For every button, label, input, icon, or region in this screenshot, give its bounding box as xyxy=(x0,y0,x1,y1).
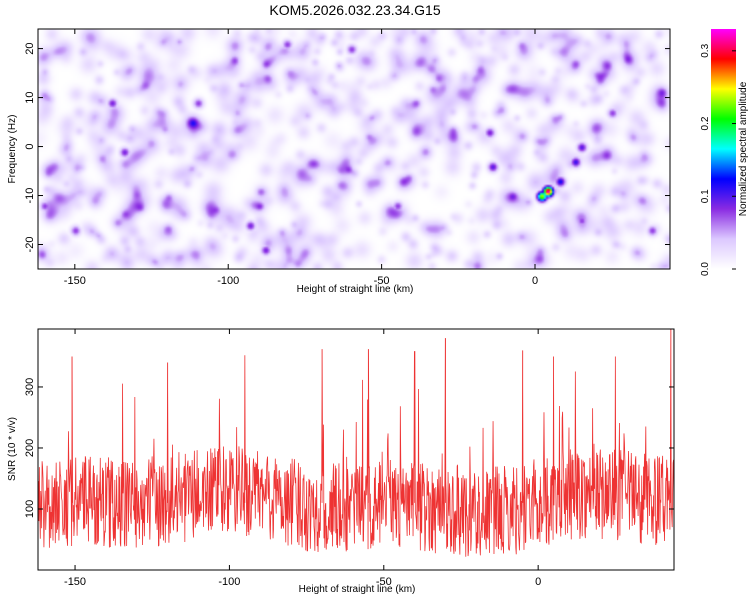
colorbar-tick-label-0.2: 0.2 xyxy=(700,116,711,130)
snr-y-tick-label-100: 100 xyxy=(24,500,36,518)
figure-title: KOM5.2026.032.23.34.G15 xyxy=(269,2,440,18)
spectrogram-y-tick-label--20: -20 xyxy=(24,237,36,253)
snr-x-axis: -150 -100 -50 0 xyxy=(64,329,541,588)
colorbar-tick-label-0.3: 0.3 xyxy=(700,43,711,57)
spectrogram-y-axis: -20 -10 0 10 20 xyxy=(24,42,670,252)
snr-x-tick-label--50: -50 xyxy=(376,576,392,588)
spectrogram-y-tick-label-20: 20 xyxy=(24,42,36,54)
snr-xlabel: Height of straight line (km) xyxy=(299,584,416,595)
colorbar: 0.0 0.1 0.2 0.3 Normalized spectral amplitu… xyxy=(700,29,749,276)
spectrogram-xlabel: Height of straight line (km) xyxy=(297,284,414,295)
spectrogram-y-tick-label--10: -10 xyxy=(24,188,36,204)
snr-panel: -150 -100 -50 0 100 200 300 Height of straigh… xyxy=(7,328,675,595)
snr-y-tick-label-200: 200 xyxy=(24,439,36,457)
snr-y-axis: 100 200 300 xyxy=(24,378,674,518)
spectrogram-x-tick-label--100: -100 xyxy=(217,275,239,287)
colorbar-tick-label-0.0: 0.0 xyxy=(700,262,711,276)
spectrogram-y-tick-label-0: 0 xyxy=(24,143,36,149)
spectrogram-x-tick-label-0: 0 xyxy=(532,275,538,287)
snr-y-tick-label-300: 300 xyxy=(24,378,36,396)
snr-frame xyxy=(37,328,675,571)
spectrogram-ylabel: Frequency (Hz) xyxy=(7,115,18,184)
spectrogram-frame xyxy=(37,28,671,270)
snr-x-tick-label-0: 0 xyxy=(535,576,541,588)
colorbar-label: Normalized spectral amplitude xyxy=(738,81,749,216)
spectrogram-x-tick-label--150: -150 xyxy=(64,275,86,287)
snr-ylabel: SNR (10 * v/v) xyxy=(7,417,18,481)
spectrogram-x-axis: -150 -100 -50 0 xyxy=(64,29,538,287)
colorbar-axis: 0.0 0.1 0.2 0.3 xyxy=(700,43,736,276)
snr-x-tick-label--150: -150 xyxy=(64,576,86,588)
spectrogram-x-tick-label--50: -50 xyxy=(374,275,390,287)
spectrogram-y-tick-label-10: 10 xyxy=(24,91,36,103)
snr-x-tick-label--100: -100 xyxy=(218,576,240,588)
spectrogram-heatmap xyxy=(38,29,670,269)
snr-series-line xyxy=(38,329,674,557)
colorbar-gradient xyxy=(711,29,736,269)
colorbar-tick-label-0.1: 0.1 xyxy=(700,189,711,203)
